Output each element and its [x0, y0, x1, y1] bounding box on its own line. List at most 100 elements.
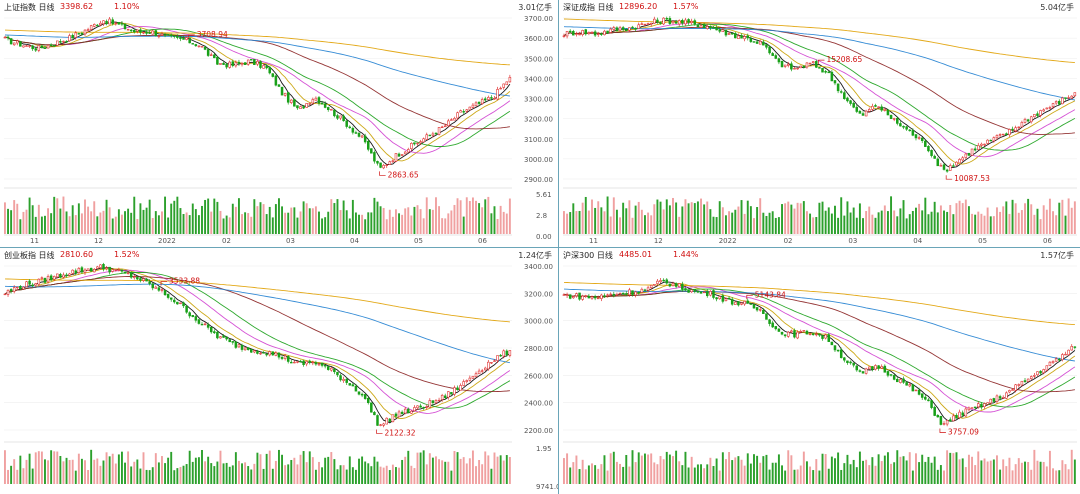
volume-bar [419, 209, 422, 234]
candle-body [493, 97, 496, 100]
volume-bar [581, 202, 584, 234]
volume-bar [201, 449, 203, 484]
volume-bar [348, 456, 351, 484]
candle-body [133, 276, 136, 278]
candle-body [370, 148, 373, 154]
volume-bar [855, 467, 858, 484]
index-change: 1.57% [673, 2, 699, 11]
volume-bar [7, 469, 9, 484]
volume-bar [219, 450, 222, 484]
chart-svg: 3400.00 3200.00 3000.00 2800.00 2600.00 2400.… [3, 262, 558, 491]
candle-body [351, 128, 355, 133]
candle-body [403, 151, 407, 155]
candle-body [99, 264, 102, 268]
volume-bar [643, 453, 646, 484]
volume-bar [1005, 466, 1008, 484]
candle-body [216, 331, 219, 339]
volume-bar [161, 456, 163, 484]
low-marker [945, 175, 953, 180]
candle-body [114, 269, 118, 271]
candle-body [499, 87, 502, 90]
candle-body [852, 362, 855, 366]
candle-body [111, 19, 114, 25]
candle-body [718, 29, 721, 32]
candle-body [394, 153, 398, 162]
candle-body [96, 266, 99, 269]
candle-body [462, 381, 465, 386]
volume-bar [939, 465, 942, 484]
candle-body [562, 294, 566, 296]
volume-tick-label: 5.61 [536, 191, 552, 199]
volume-bar [210, 211, 213, 234]
volume-bar [191, 203, 194, 234]
volume-bar [358, 458, 360, 484]
candle-body [615, 27, 619, 31]
volume-bar [943, 470, 945, 484]
candle-body [194, 316, 198, 321]
candle-body [659, 280, 662, 283]
candle-body [1014, 127, 1017, 132]
volume-bar [905, 460, 908, 484]
candle-body [961, 412, 964, 416]
volume-bar [462, 216, 465, 234]
volume-bar [508, 198, 511, 234]
volume-bar [167, 457, 170, 484]
volume-bar [961, 203, 964, 234]
candle-body [71, 34, 74, 39]
volume-bar [974, 465, 977, 484]
candle-body [56, 40, 59, 46]
candle-body [730, 33, 734, 35]
volume-bar [958, 200, 961, 234]
chart-panel-shanghai[interactable]: 3700.00 3600.00 3500.00 3400.00 3300.00 3200.… [0, 0, 558, 247]
candle-body [188, 38, 191, 44]
volume-bar [734, 209, 737, 234]
candle-body [274, 352, 278, 356]
candle-body [986, 139, 989, 144]
chart-panel-csi300[interactable]: 5143.84 3757.09 沪深300 日线 4485.01 1.44% 1.… [559, 248, 1080, 494]
candle-body [499, 354, 502, 357]
volume-tick-label: 9741.00 [536, 483, 558, 491]
candle-body [699, 291, 703, 294]
candle-body [674, 283, 678, 287]
y-tick-label: 3400.00 [524, 263, 553, 271]
volume-bar [849, 212, 852, 234]
volume-bar [87, 469, 90, 484]
candle-body [958, 159, 961, 164]
chart-panel-shenzhen[interactable]: 15208.65 10087.53 11 12 2022 02 03 04 05 06 深证成指 … [559, 0, 1080, 247]
volume-tick-label: 2.8 [536, 212, 547, 220]
low-marker [379, 171, 386, 176]
volume-bar [690, 456, 693, 484]
volume-bar [793, 469, 796, 484]
candle-body [348, 383, 352, 386]
candle-body [1058, 100, 1061, 105]
volume-bar [634, 205, 637, 234]
candle-body [656, 19, 659, 23]
candle-body [188, 312, 191, 317]
candle-body [1054, 358, 1058, 362]
candle-body [846, 97, 849, 102]
candle-body [628, 27, 631, 31]
volume-bar [314, 206, 317, 234]
candle-body [709, 26, 712, 28]
candle-body [790, 63, 793, 70]
volume-bar [484, 199, 487, 234]
candle-body [19, 285, 22, 290]
volume-bar [216, 461, 219, 484]
volume-bar [401, 214, 404, 234]
candle-body [827, 334, 831, 342]
volume-bar [915, 453, 917, 484]
volume-bar [259, 202, 262, 234]
ma-line-30 [4, 28, 511, 147]
volume-bar [237, 198, 240, 234]
volume-bar [575, 455, 578, 484]
candle-body [419, 405, 422, 408]
candle-body [883, 108, 887, 111]
candle-body [833, 80, 837, 84]
chart-panel-chinext[interactable]: 3400.00 3200.00 3000.00 2800.00 2600.00 2400.… [0, 248, 558, 494]
candle-body [1051, 103, 1055, 108]
candle-body [715, 27, 718, 31]
candle-body [600, 294, 603, 299]
volume-bar [830, 456, 833, 484]
volume-bar [502, 211, 505, 234]
candle-body [737, 35, 740, 39]
